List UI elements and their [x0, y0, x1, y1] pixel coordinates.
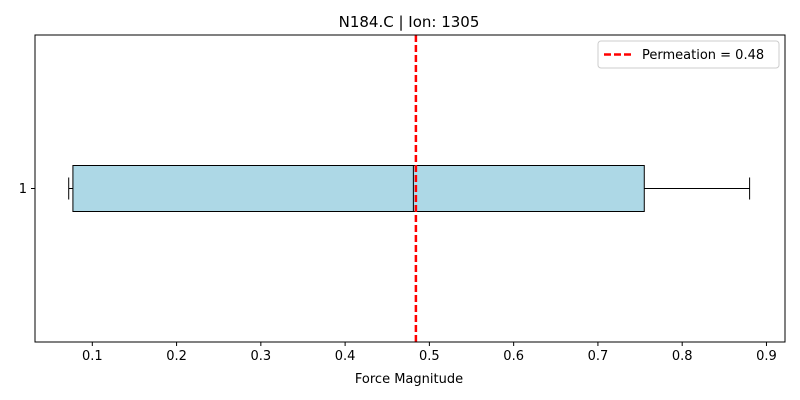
x-tick-label: 0.3 — [250, 349, 271, 364]
y-tick-label: 1 — [19, 182, 27, 197]
x-tick-label: 0.8 — [672, 349, 693, 364]
x-tick-label: 0.9 — [756, 349, 777, 364]
x-tick-label: 0.1 — [82, 349, 103, 364]
x-tick-label: 0.7 — [588, 349, 609, 364]
chart-title: N184.C | Ion: 1305 — [339, 13, 480, 31]
legend: Permeation = 0.48 — [597, 40, 780, 69]
plot-border — [34, 34, 786, 343]
legend-box — [597, 40, 780, 69]
x-tick-label: 0.2 — [166, 349, 187, 364]
x-axis-label: Force Magnitude — [355, 372, 463, 387]
x-tick-label: 0.6 — [503, 349, 524, 364]
x-tick-label: 0.5 — [419, 349, 440, 364]
box-iqr — [72, 165, 645, 212]
legend-entry-label: Permeation = 0.48 — [642, 48, 764, 63]
x-tick-label: 0.4 — [335, 349, 356, 364]
